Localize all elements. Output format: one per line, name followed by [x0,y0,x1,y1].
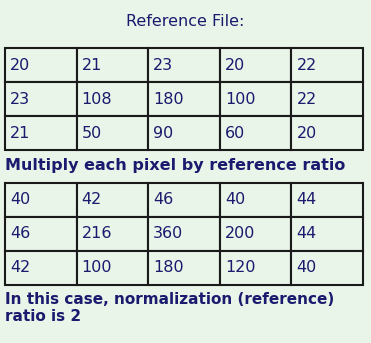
Bar [220,48,291,82]
Text: 60: 60 [225,126,245,141]
Bar [5,183,76,217]
Bar [291,82,363,116]
Text: 46: 46 [153,192,174,208]
Bar [5,82,76,116]
Bar [220,183,291,217]
Bar [291,251,363,285]
Text: 21: 21 [82,58,102,72]
Text: 20: 20 [225,58,245,72]
Text: 360: 360 [153,226,183,241]
Text: 42: 42 [82,192,102,208]
Text: 50: 50 [82,126,102,141]
Text: 108: 108 [82,92,112,106]
Text: 46: 46 [10,226,30,241]
Bar [220,116,291,150]
Text: 42: 42 [10,260,30,275]
Text: 23: 23 [10,92,30,106]
Text: In this case, normalization (reference)
ratio is 2: In this case, normalization (reference) … [5,292,334,324]
Text: 21: 21 [10,126,30,141]
Bar [148,116,220,150]
Text: 216: 216 [82,226,112,241]
Bar [148,48,220,82]
Text: 40: 40 [296,260,317,275]
Text: 40: 40 [10,192,30,208]
Text: 120: 120 [225,260,255,275]
Bar [5,251,76,285]
Text: 100: 100 [82,260,112,275]
Bar [76,116,148,150]
Text: 100: 100 [225,92,255,106]
Bar [148,217,220,251]
Bar [76,251,148,285]
Bar [220,82,291,116]
Bar [76,48,148,82]
Bar [220,251,291,285]
Text: 44: 44 [296,226,317,241]
Text: 200: 200 [225,226,255,241]
Text: 90: 90 [153,126,174,141]
Bar [5,217,76,251]
Bar [148,183,220,217]
Text: 44: 44 [296,192,317,208]
Text: 20: 20 [10,58,30,72]
Bar [291,183,363,217]
Text: 22: 22 [296,58,317,72]
Bar [220,217,291,251]
Text: 20: 20 [296,126,317,141]
Bar [5,48,76,82]
Bar [76,217,148,251]
Bar [291,116,363,150]
Text: 23: 23 [153,58,173,72]
Text: 40: 40 [225,192,245,208]
Text: 180: 180 [153,260,184,275]
Bar [76,183,148,217]
Bar [148,251,220,285]
Text: Multiply each pixel by reference ratio: Multiply each pixel by reference ratio [5,158,345,173]
Bar [291,48,363,82]
Text: 180: 180 [153,92,184,106]
Text: 22: 22 [296,92,317,106]
Bar [76,82,148,116]
Bar [291,217,363,251]
Bar [148,82,220,116]
Bar [5,116,76,150]
Text: Reference File:: Reference File: [126,14,244,29]
